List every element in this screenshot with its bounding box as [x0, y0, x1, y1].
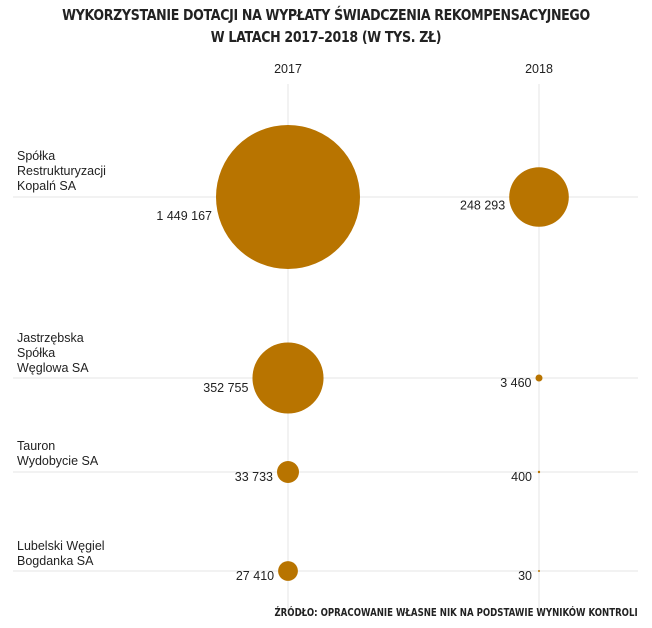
- category-label-1-line-2: Restrukturyzacji: [17, 164, 106, 178]
- value-label-3-2018: 400: [511, 470, 532, 484]
- chart-title-line-1: WYKORZYSTANIE DOTACJI NA WYPŁATY ŚWIADCZ…: [62, 6, 590, 24]
- category-label-4-line-2: Bogdanka SA: [17, 554, 94, 568]
- column-header-2017: 2017: [274, 62, 302, 76]
- category-label-1-line-1: Spółka: [17, 149, 55, 163]
- category-label-4-line-1: Lubelski Węgiel: [17, 539, 105, 553]
- bubble-1-2017: [216, 125, 360, 269]
- value-label-1-2017: 1 449 167: [156, 209, 212, 223]
- category-label-1-line-3: Kopalń SA: [17, 179, 77, 193]
- value-label-1-2018: 248 293: [460, 198, 505, 212]
- value-label-2-2017: 352 755: [203, 381, 248, 395]
- bubble-3-2017: [277, 461, 299, 483]
- chart-title-line-2: W LATACH 2017–2018 (W TYS. ZŁ): [210, 28, 442, 46]
- category-label-3-line-1: Tauron: [17, 439, 55, 453]
- bubble-4-2018: [538, 570, 540, 572]
- category-label-3-line-2: Wydobycie SA: [17, 454, 99, 468]
- column-header-2018: 2018: [525, 62, 553, 76]
- bubble-4-2017: [278, 561, 298, 581]
- bubble-1-2018: [509, 167, 569, 227]
- bubble-3-2018: [537, 470, 541, 474]
- bubble-2-2018: [535, 374, 543, 382]
- category-label-2-line-3: Węglowa SA: [17, 361, 89, 375]
- category-label-2-line-2: Spółka: [17, 346, 55, 360]
- bubble-2-2017: [252, 342, 324, 414]
- value-label-3-2017: 33 733: [235, 470, 273, 484]
- category-label-2-line-1: Jastrzębska: [17, 331, 84, 345]
- source-note: ŹRÓDŁO: OPRACOWANIE WŁASNE NIK NA PODSTA…: [274, 606, 638, 619]
- chart-title: WYKORZYSTANIE DOTACJI NA WYPŁATY ŚWIADCZ…: [52, 4, 600, 48]
- value-label-4-2017: 27 410: [236, 569, 274, 583]
- value-label-2-2018: 3 460: [500, 376, 531, 390]
- value-label-4-2018: 30: [518, 569, 532, 583]
